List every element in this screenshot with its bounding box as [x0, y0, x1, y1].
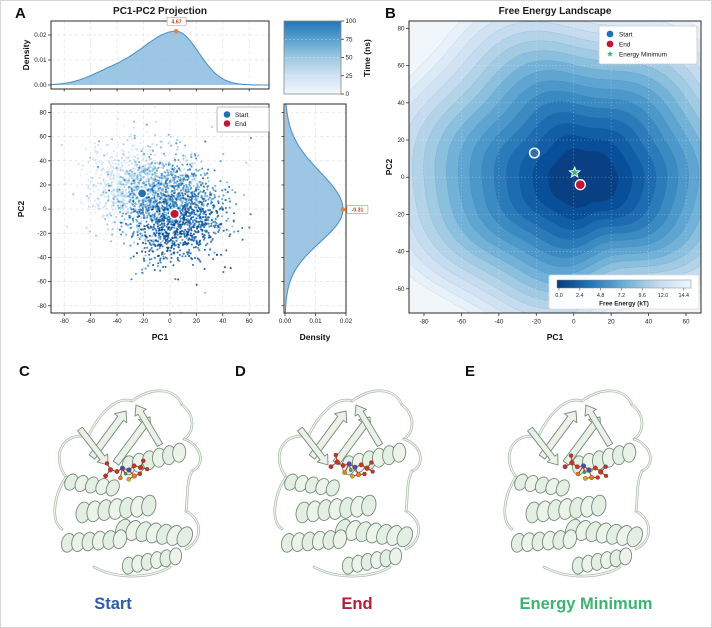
- a-density-ylabel: Density: [21, 39, 31, 70]
- svg-text:-80: -80: [60, 318, 70, 325]
- svg-text:-20: -20: [37, 230, 47, 237]
- svg-text:4.67: 4.67: [172, 19, 182, 25]
- a-scatter-xlabel: PC1: [152, 332, 169, 342]
- panel-b-free-energy-landscape-chart: 0.0 2.4 4.8 7.2 9.6 12.0 14.4 Free Energy (kT) S…: [384, 20, 702, 342]
- protein-structure-end: [273, 389, 422, 578]
- svg-text:60: 60: [246, 318, 254, 325]
- protein-structure-energy-minimum: [503, 389, 652, 578]
- panel-a-title: PC1-PC2 Projection: [113, 6, 207, 17]
- svg-text:40: 40: [39, 158, 47, 165]
- panel-a-letter: A: [15, 5, 26, 22]
- svg-text:12.0: 12.0: [658, 293, 669, 299]
- svg-text:0.00: 0.00: [279, 318, 292, 325]
- svg-text:60: 60: [39, 134, 47, 141]
- svg-text:-20: -20: [139, 318, 149, 325]
- svg-text:0: 0: [168, 318, 172, 325]
- panel-a-graphics: 0.00 0.01 0.02 4.67 0 25 50 75 100 -80 -60 -40 -20 0 2…: [34, 16, 369, 325]
- svg-text:End: End: [235, 121, 247, 128]
- svg-text:25: 25: [346, 73, 354, 80]
- svg-text:-60: -60: [395, 286, 405, 293]
- a-scatter-ylabel: PC2: [16, 200, 26, 217]
- svg-text:40: 40: [397, 100, 405, 107]
- svg-text:0.02: 0.02: [340, 318, 353, 325]
- svg-text:75: 75: [346, 36, 354, 43]
- svg-text:-60: -60: [86, 318, 96, 325]
- svg-text:Free Energy (kT): Free Energy (kT): [599, 301, 649, 308]
- panel-d-letter: D: [235, 363, 246, 380]
- svg-text:14.4: 14.4: [679, 293, 690, 299]
- svg-text:4.8: 4.8: [597, 293, 605, 299]
- svg-text:End: End: [619, 42, 631, 49]
- a-right-density-xlabel: Density: [300, 332, 331, 342]
- b-ylabel: PC2: [384, 158, 394, 175]
- panel-e-letter: E: [465, 363, 476, 380]
- svg-text:-60: -60: [37, 279, 47, 286]
- svg-text:100: 100: [346, 18, 357, 25]
- svg-text:-80: -80: [419, 319, 429, 326]
- svg-text:80: 80: [39, 109, 47, 116]
- svg-text:9.6: 9.6: [638, 293, 646, 299]
- svg-text:-0.31: -0.31: [352, 207, 364, 213]
- svg-text:50: 50: [346, 55, 354, 62]
- svg-text:20: 20: [39, 182, 47, 189]
- svg-text:0.02: 0.02: [34, 32, 47, 39]
- caption-energy-minimum: Energy Minimum: [519, 595, 653, 613]
- svg-text:7.2: 7.2: [618, 293, 626, 299]
- panel-a-pca-projection-chart: 0.00 0.01 0.02 4.67 0 25 50 75 100 -80 -60 -40 -20 0 2…: [16, 16, 372, 342]
- svg-text:0.00: 0.00: [34, 82, 47, 89]
- svg-text:-40: -40: [395, 249, 405, 256]
- b-xlabel: PC1: [547, 332, 564, 342]
- svg-text:0.01: 0.01: [309, 318, 322, 325]
- svg-text:80: 80: [397, 25, 405, 32]
- panel-c-letter: C: [19, 363, 30, 380]
- panel-b-graphics: 0.0 2.4 4.8 7.2 9.6 12.0 14.4 Free Energy (kT) S…: [395, 20, 702, 326]
- svg-text:60: 60: [397, 63, 405, 70]
- svg-text:Start: Start: [619, 32, 633, 39]
- caption-end: End: [341, 595, 373, 613]
- svg-text:-40: -40: [113, 318, 123, 325]
- time-colorbar-label: Time (ns): [362, 39, 372, 77]
- protein-structure-start: [53, 389, 202, 578]
- svg-text:20: 20: [397, 137, 405, 144]
- svg-text:0: 0: [572, 319, 576, 326]
- svg-text:20: 20: [608, 319, 616, 326]
- scatter-points: [60, 106, 252, 313]
- svg-text:40: 40: [645, 319, 653, 326]
- svg-text:0.01: 0.01: [34, 57, 47, 64]
- svg-text:Energy Minimum: Energy Minimum: [619, 52, 667, 59]
- svg-text:40: 40: [219, 318, 227, 325]
- svg-text:-60: -60: [457, 319, 467, 326]
- panel-b-title: Free Energy Landscape: [498, 6, 612, 17]
- svg-text:-80: -80: [37, 303, 47, 310]
- svg-text:20: 20: [193, 318, 201, 325]
- svg-text:0.0: 0.0: [555, 293, 563, 299]
- panel-b-letter: B: [385, 5, 396, 22]
- svg-text:Start: Start: [235, 112, 249, 119]
- caption-start: Start: [94, 595, 132, 613]
- svg-text:2.4: 2.4: [576, 293, 584, 299]
- svg-text:60: 60: [683, 319, 691, 326]
- contour-levels: [409, 21, 701, 313]
- svg-text:0: 0: [43, 206, 47, 213]
- svg-text:-20: -20: [395, 211, 405, 218]
- svg-text:0: 0: [401, 174, 405, 181]
- svg-text:-20: -20: [532, 319, 542, 326]
- svg-text:0: 0: [346, 91, 350, 98]
- svg-text:-40: -40: [37, 254, 47, 261]
- svg-text:-40: -40: [494, 319, 504, 326]
